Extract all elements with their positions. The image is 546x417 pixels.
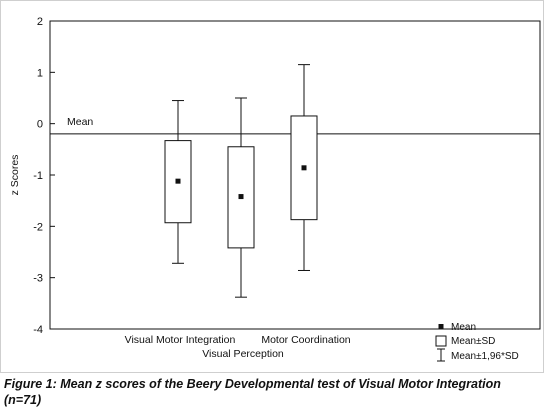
- mean-marker: [175, 178, 181, 184]
- legend-label-sd: Mean±SD: [451, 336, 495, 347]
- y-tick-label: 0: [37, 119, 43, 131]
- y-axis-label: z Scores: [9, 155, 21, 196]
- box-plot-chart: 2 1 0 -1 -2 -3 -4 z Scores Mean Visual Motor Inte…: [9, 16, 541, 362]
- y-tick-label: -4: [33, 324, 43, 336]
- y-tick-label: -2: [33, 221, 43, 233]
- legend-box-icon: [435, 335, 447, 347]
- mean-marker: [301, 165, 307, 171]
- y-tick-label: -3: [33, 273, 43, 285]
- reference-line-label: Mean: [67, 116, 93, 128]
- x-label-motor-coordination: Motor Coordination: [261, 334, 350, 346]
- chart-frame: [0, 0, 544, 373]
- mean-marker: [238, 194, 244, 200]
- x-label-visual-perception: Visual Perception: [202, 348, 284, 360]
- legend-mean-marker: [438, 324, 444, 329]
- y-tick-label: 1: [37, 67, 43, 79]
- y-tick-label: -1: [33, 170, 43, 182]
- y-tick-label: 2: [37, 16, 43, 28]
- legend-label-mean: Mean: [451, 322, 476, 333]
- figure-caption: Figure 1: Mean z scores of the Beery Dev…: [4, 377, 501, 407]
- legend-label-196sd: Mean±1,96*SD: [451, 351, 519, 362]
- sd-box: [164, 140, 192, 224]
- x-label-visual-motor-integration: Visual Motor Integration: [125, 334, 236, 346]
